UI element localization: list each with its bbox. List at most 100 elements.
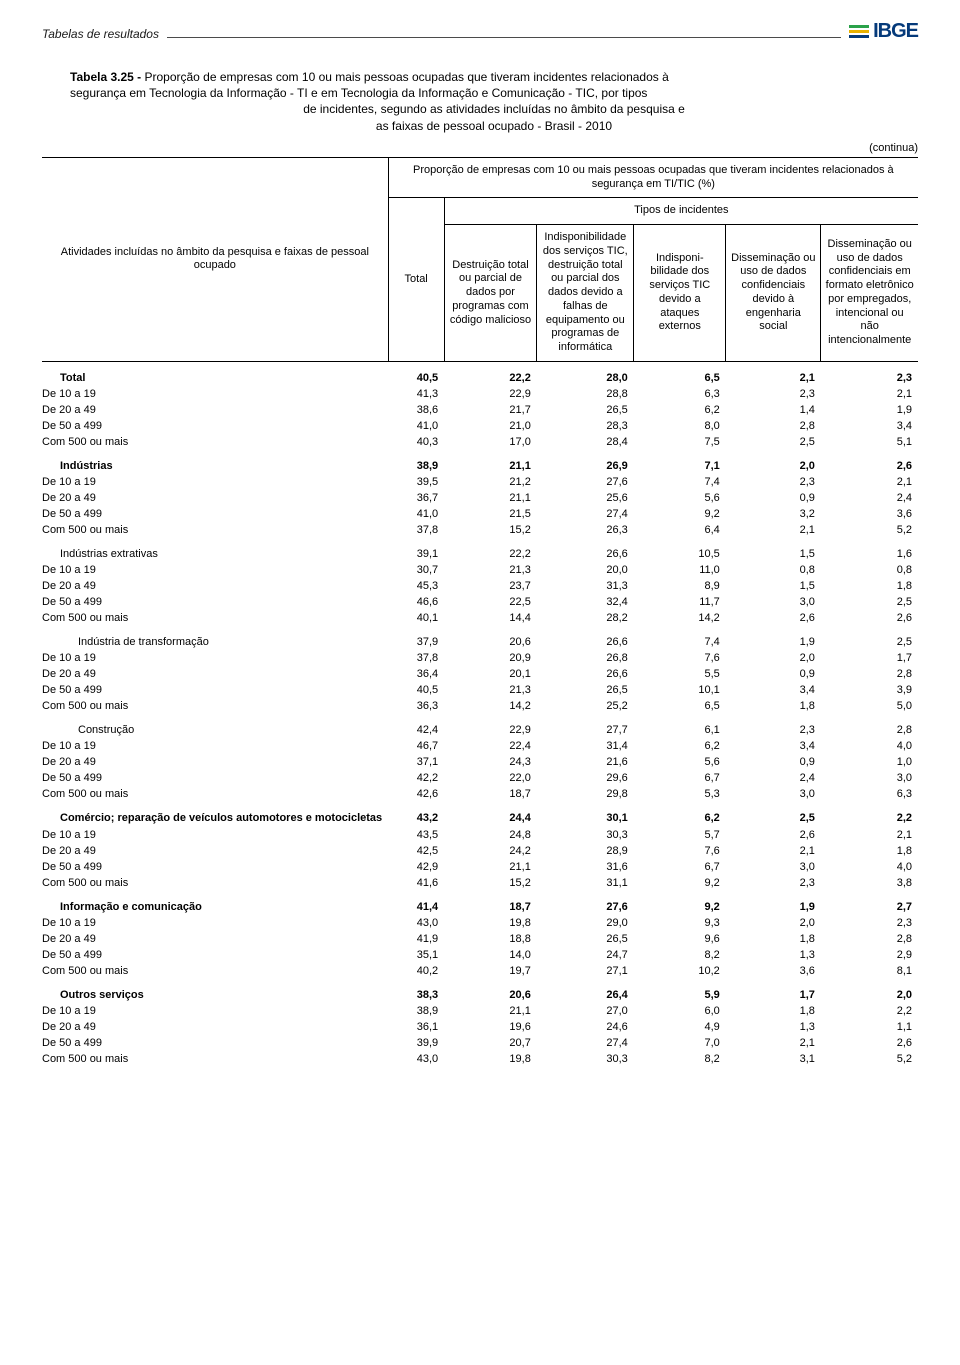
cell: 25,6 xyxy=(537,490,634,506)
cell: 20,0 xyxy=(537,562,634,578)
cell: 6,2 xyxy=(634,402,726,418)
cell: 21,3 xyxy=(444,562,537,578)
cell: 39,1 xyxy=(388,538,444,562)
table-row: De 50 a 49935,114,024,78,21,32,9 xyxy=(42,947,918,963)
cell: 26,8 xyxy=(537,650,634,666)
cell: 6,2 xyxy=(634,802,726,827)
cell: 2,1 xyxy=(726,1035,821,1051)
table-row: De 10 a 1941,322,928,86,32,32,1 xyxy=(42,386,918,402)
cell: 43,0 xyxy=(388,1051,444,1067)
cell: 28,3 xyxy=(537,418,634,434)
cell: 23,7 xyxy=(444,578,537,594)
group-label: Informação e comunicação xyxy=(42,891,388,915)
cell: 38,9 xyxy=(388,1003,444,1019)
cell: 37,8 xyxy=(388,522,444,538)
cell: 9,3 xyxy=(634,915,726,931)
cell: 7,1 xyxy=(634,450,726,474)
title-line-3: de incidentes, segundo as atividades inc… xyxy=(70,101,918,117)
cell: 2,0 xyxy=(726,650,821,666)
cell: 11,0 xyxy=(634,562,726,578)
cell: 1,8 xyxy=(821,843,918,859)
cell: 1,8 xyxy=(821,578,918,594)
cell: 37,9 xyxy=(388,626,444,650)
cell: 17,0 xyxy=(444,434,537,450)
row-label: De 10 a 19 xyxy=(42,738,388,754)
cell: 26,5 xyxy=(537,931,634,947)
table-row: De 50 a 49940,521,326,510,13,43,9 xyxy=(42,682,918,698)
row-label: De 10 a 19 xyxy=(42,386,388,402)
cell: 1,9 xyxy=(726,626,821,650)
cell: 8,2 xyxy=(634,947,726,963)
cell: 30,1 xyxy=(537,802,634,827)
cell: 19,8 xyxy=(444,915,537,931)
cell: 1,1 xyxy=(821,1019,918,1035)
cell: 2,3 xyxy=(726,714,821,738)
table-row: Com 500 ou mais40,317,028,47,52,55,1 xyxy=(42,434,918,450)
group-row: Indústrias38,921,126,97,12,02,6 xyxy=(42,450,918,474)
table-row: De 50 a 49942,222,029,66,72,43,0 xyxy=(42,770,918,786)
cell: 2,8 xyxy=(726,418,821,434)
page-header: Tabelas de resultados IBGE xyxy=(42,18,918,41)
row-label: De 20 a 49 xyxy=(42,931,388,947)
row-label: Com 500 ou mais xyxy=(42,522,388,538)
ibge-logo: IBGE xyxy=(849,20,918,43)
logo-stripe-3 xyxy=(849,35,869,38)
cell: 41,3 xyxy=(388,386,444,402)
row-label: De 20 a 49 xyxy=(42,402,388,418)
cell: 1,7 xyxy=(726,979,821,1003)
table-row: De 10 a 1939,521,227,67,42,32,1 xyxy=(42,474,918,490)
table-row: De 50 a 49941,021,028,38,02,83,4 xyxy=(42,418,918,434)
group-label: Indústrias xyxy=(42,450,388,474)
row-label: De 10 a 19 xyxy=(42,1003,388,1019)
cell: 30,3 xyxy=(537,827,634,843)
cell: 40,2 xyxy=(388,963,444,979)
cell: 2,1 xyxy=(821,386,918,402)
cell: 19,7 xyxy=(444,963,537,979)
cell: 2,0 xyxy=(726,450,821,474)
cell: 14,0 xyxy=(444,947,537,963)
cell: 1,5 xyxy=(726,578,821,594)
table-row: De 10 a 1946,722,431,46,23,44,0 xyxy=(42,738,918,754)
cell: 21,7 xyxy=(444,402,537,418)
cell: 1,3 xyxy=(726,1019,821,1035)
cell: 1,0 xyxy=(821,754,918,770)
cell: 20,1 xyxy=(444,666,537,682)
cell: 15,2 xyxy=(444,522,537,538)
table-row: Com 500 ou mais36,314,225,26,51,85,0 xyxy=(42,698,918,714)
cell: 20,6 xyxy=(444,626,537,650)
cell: 20,6 xyxy=(444,979,537,1003)
cell: 0,9 xyxy=(726,754,821,770)
row-label: De 20 a 49 xyxy=(42,666,388,682)
row-label: De 50 a 499 xyxy=(42,506,388,522)
cell: 27,0 xyxy=(537,1003,634,1019)
table-head: Atividades incluídas no âmbito da pesqui… xyxy=(42,157,918,361)
table-row: De 50 a 49942,921,131,66,73,04,0 xyxy=(42,859,918,875)
cell: 6,5 xyxy=(634,361,726,386)
table-row: De 10 a 1937,820,926,87,62,01,7 xyxy=(42,650,918,666)
cell: 2,3 xyxy=(821,915,918,931)
col-super1: Proporção de empresas com 10 ou mais pes… xyxy=(388,157,918,198)
cell: 2,6 xyxy=(821,610,918,626)
cell: 1,4 xyxy=(726,402,821,418)
table-row: De 20 a 4942,524,228,97,62,11,8 xyxy=(42,843,918,859)
cell: 20,7 xyxy=(444,1035,537,1051)
cell: 37,8 xyxy=(388,650,444,666)
cell: 24,8 xyxy=(444,827,537,843)
row-label: De 10 a 19 xyxy=(42,827,388,843)
cell: 2,4 xyxy=(821,490,918,506)
col-c3: Indisponi- bilidade dos serviços TIC dev… xyxy=(634,225,726,362)
cell: 6,0 xyxy=(634,1003,726,1019)
cell: 2,6 xyxy=(821,1035,918,1051)
row-label: Com 500 ou mais xyxy=(42,434,388,450)
cell: 0,8 xyxy=(726,562,821,578)
cell: 7,0 xyxy=(634,1035,726,1051)
cell: 5,2 xyxy=(821,1051,918,1067)
cell: 19,8 xyxy=(444,1051,537,1067)
row-label: De 50 a 499 xyxy=(42,947,388,963)
cell: 2,2 xyxy=(821,802,918,827)
cell: 28,9 xyxy=(537,843,634,859)
cell: 22,5 xyxy=(444,594,537,610)
cell: 2,1 xyxy=(821,827,918,843)
cell: 5,6 xyxy=(634,754,726,770)
cell: 45,3 xyxy=(388,578,444,594)
